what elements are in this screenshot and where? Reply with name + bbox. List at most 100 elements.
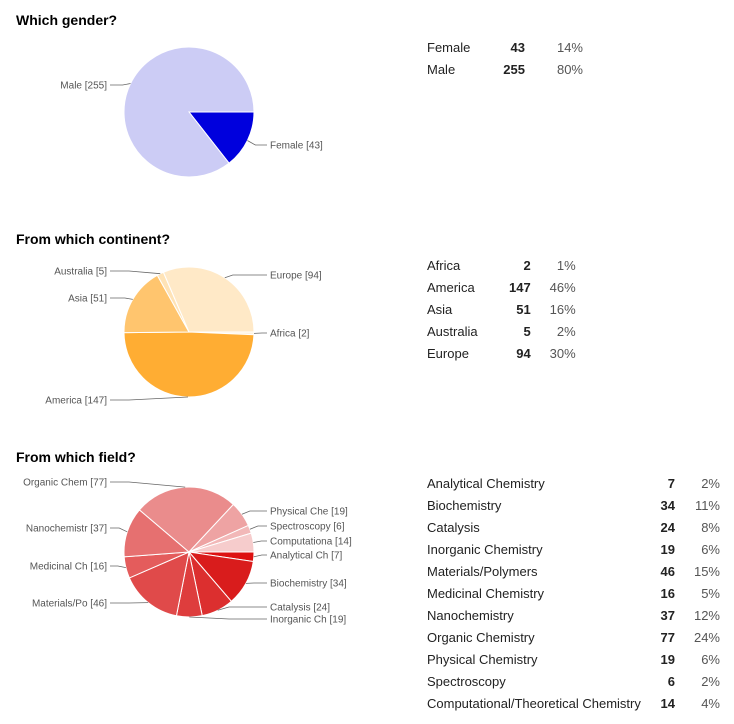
stats-row: Computational/Theoretical Chemistry 14 4%	[427, 692, 720, 714]
row-percent: 11%	[694, 497, 720, 513]
stats-row: Medicinal Chemistry 16 5%	[427, 582, 720, 604]
stats-row: Male 255 80%	[427, 58, 583, 80]
leader-line-nanochemistry	[110, 527, 128, 533]
leader-line-america	[110, 396, 189, 401]
row-percent: 16%	[549, 301, 576, 317]
leader-line-computational-theoretical-chemistry	[253, 540, 267, 543]
pie-slice-europe[interactable]	[162, 266, 255, 333]
leader-line-medicinal-chemistry	[110, 565, 126, 568]
stats-row: Materials/Polymers 46 15%	[427, 560, 720, 582]
row-percent: 12%	[693, 607, 720, 623]
row-count: 2	[523, 257, 531, 273]
stats-row: Biochemistry 34 11%	[427, 494, 720, 516]
row-percent: 5%	[701, 585, 720, 601]
row-percent: 6%	[701, 541, 720, 557]
slice-label-nanochemistry: Nanochemistr [37]	[26, 524, 107, 535]
row-percent: 4%	[701, 695, 720, 711]
row-percent: 15%	[693, 563, 720, 579]
row-count: 46	[660, 563, 675, 579]
stats-row: Asia 51 16%	[427, 298, 576, 320]
row-percent: 46%	[549, 279, 576, 295]
row-percent: 30%	[549, 345, 576, 361]
row-label: Inorganic Chemistry	[427, 541, 543, 557]
row-percent: 2%	[701, 475, 720, 491]
row-count: 19	[660, 541, 675, 557]
stats-row: Female 43 14%	[427, 36, 583, 58]
slice-label-male: Male [255]	[60, 81, 107, 92]
row-label: Physical Chemistry	[427, 651, 538, 667]
pie-slice-male[interactable]	[123, 46, 255, 178]
slice-label-africa: Africa [2]	[270, 329, 310, 340]
row-percent: 80%	[556, 61, 583, 77]
row-count: 5	[523, 323, 531, 339]
slice-label-australia: Australia [5]	[54, 267, 107, 278]
field-stats-table: Analytical Chemistry 7 2% Biochemistry 34 11%…	[427, 472, 720, 714]
pie-slice-organic-chemistry[interactable]	[138, 486, 235, 553]
row-label: Male	[427, 61, 456, 77]
slice-label-materials-polymers: Materials/Po [46]	[32, 599, 107, 610]
pie-slice-female[interactable]	[187, 111, 255, 164]
field-pie-chart: Analytical Ch [7] Biochemistry [34] Cataly…	[23, 478, 352, 626]
row-count: 51	[516, 301, 531, 317]
row-count: 16	[660, 585, 675, 601]
stats-row: Nanochemistry 37 12%	[427, 604, 720, 626]
row-label: Africa	[427, 257, 461, 273]
row-count: 34	[660, 497, 675, 513]
row-count: 77	[660, 629, 675, 645]
stats-row: Europe 94 30%	[427, 342, 576, 364]
row-count: 14	[660, 695, 675, 711]
slice-label-female: Female [43]	[270, 141, 323, 152]
row-label: Nanochemistry	[427, 607, 514, 623]
row-label: Female	[427, 39, 471, 55]
slice-label-analytical-chemistry: Analytical Ch [7]	[270, 551, 342, 562]
row-count: 255	[503, 61, 525, 77]
row-count: 147	[509, 279, 531, 295]
slice-label-physical-chemistry: Physical Che [19]	[270, 507, 348, 518]
section-title-continent: From which continent?	[16, 231, 170, 247]
stats-row: Australia 5 2%	[427, 320, 576, 342]
leader-line-physical-chemistry	[241, 510, 267, 515]
stats-row: Physical Chemistry 19 6%	[427, 648, 720, 670]
row-percent: 2%	[701, 673, 720, 689]
row-label: Europe	[427, 345, 469, 361]
row-count: 94	[516, 345, 531, 361]
row-label: America	[427, 279, 475, 295]
row-count: 19	[660, 651, 675, 667]
row-label: Computational/Theoretical Chemistry	[427, 695, 641, 711]
slice-label-organic-chemistry: Organic Chem [77]	[23, 478, 107, 489]
stats-row: Catalysis 24 8%	[427, 516, 720, 538]
leader-line-female	[247, 140, 267, 146]
row-percent: 6%	[701, 651, 720, 667]
continent-stats-table: Africa 2 1% America 147 46% Asia 51 16% Australia…	[427, 254, 576, 364]
stats-row: Analytical Chemistry 7 2%	[427, 472, 720, 494]
pie-slice-america[interactable]	[123, 331, 255, 398]
row-count: 24	[660, 519, 675, 535]
leader-line-spectroscopy	[249, 525, 267, 530]
row-label: Materials/Polymers	[427, 563, 538, 579]
slice-label-inorganic-chemistry: Inorganic Ch [19]	[270, 615, 346, 626]
continent-pie-chart: Africa [2] America [147] Asia [51] Australi…	[45, 266, 322, 407]
section-title-field: From which field?	[16, 449, 136, 465]
row-label: Australia	[427, 323, 478, 339]
row-label: Organic Chemistry	[427, 629, 535, 645]
pie-slice-materials-polymers[interactable]	[128, 551, 190, 617]
row-label: Spectroscopy	[427, 673, 506, 689]
row-percent: 24%	[693, 629, 720, 645]
gender-pie-chart: Female [43] Male [255]	[60, 46, 323, 178]
row-label: Analytical Chemistry	[427, 475, 545, 491]
slice-label-medicinal-chemistry: Medicinal Ch [16]	[30, 562, 107, 573]
leader-line-catalysis	[217, 606, 267, 611]
row-count: 7	[667, 475, 675, 491]
row-count: 6	[667, 673, 675, 689]
row-percent: 14%	[556, 39, 583, 55]
slice-label-europe: Europe [94]	[270, 271, 322, 282]
slice-label-computational-theoretical-chemistry: Computationa [14]	[270, 537, 352, 548]
row-label: Asia	[427, 301, 453, 317]
slice-label-america: America [147]	[45, 396, 107, 407]
row-count: 37	[660, 607, 675, 623]
row-percent: 2%	[556, 323, 576, 339]
row-percent: 8%	[701, 519, 720, 535]
pie-slice-asia[interactable]	[123, 274, 190, 334]
leader-line-asia	[110, 297, 133, 300]
leader-line-europe	[224, 274, 267, 279]
